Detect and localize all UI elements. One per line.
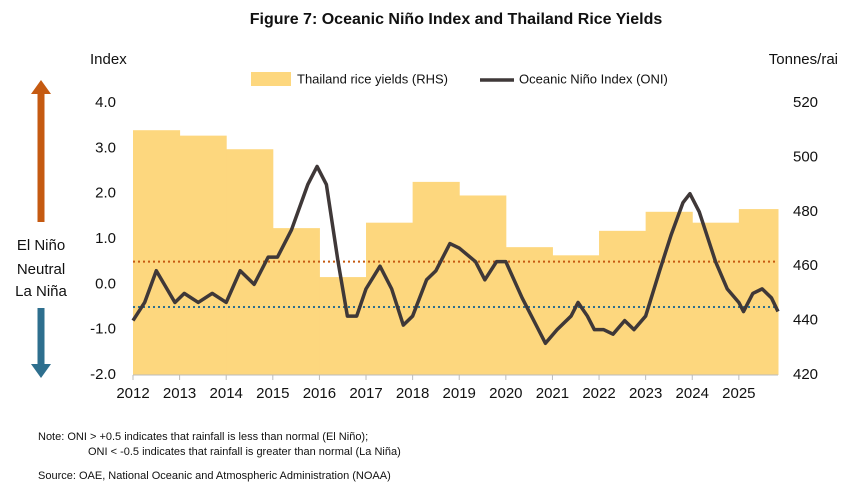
y-tick-label: 1.0 <box>95 230 116 247</box>
x-tick-label: 2020 <box>489 385 522 402</box>
x-tick-label: 2012 <box>116 385 149 402</box>
phase-label: La Niña <box>15 283 67 300</box>
x-tick-label: 2024 <box>676 385 709 402</box>
y2-tick-label: 440 <box>793 312 818 329</box>
y-tick-label: 0.0 <box>95 275 116 292</box>
x-tick-label: 2014 <box>210 385 243 402</box>
note: ONI < -0.5 indicates that rainfall is gr… <box>88 446 401 458</box>
x-tick-label: 2016 <box>303 385 336 402</box>
note: Note: ONI > +0.5 indicates that rainfall… <box>38 431 368 443</box>
y-tick-label: 4.0 <box>95 94 116 111</box>
x-tick-label: 2013 <box>163 385 196 402</box>
y-tick-label: -2.0 <box>90 366 116 383</box>
y2-axis-title: Tonnes/rai <box>769 51 838 68</box>
yield-step <box>552 255 600 375</box>
legend-swatch <box>251 72 291 86</box>
y-tick-label: -1.0 <box>90 321 116 338</box>
y2-tick-label: 500 <box>793 148 818 165</box>
legend-label: Oceanic Niño Index (ONI) <box>519 71 668 86</box>
source: Source: OAE, National Oceanic and Atmosp… <box>38 470 391 482</box>
y2-tick-label: 460 <box>793 257 818 274</box>
y2-tick-label: 420 <box>793 366 818 383</box>
yield-step <box>366 222 414 375</box>
y-tick-label: 2.0 <box>95 185 116 202</box>
y-tick-label: 3.0 <box>95 139 116 156</box>
yield-step <box>459 195 507 375</box>
yield-step <box>133 130 181 375</box>
x-tick-label: 2015 <box>256 385 289 402</box>
y2-tick-label: 520 <box>793 94 818 111</box>
chart-title: Figure 7: Oceanic Niño Index and Thailan… <box>250 11 663 28</box>
y2-tick-label: 480 <box>793 203 818 220</box>
phase-label: Neutral <box>17 261 65 278</box>
x-tick-label: 2021 <box>536 385 569 402</box>
yield-step <box>599 230 647 375</box>
la-nina-arrow <box>31 308 51 378</box>
yield-step <box>412 181 460 375</box>
yield-step <box>692 222 740 375</box>
phase-label: El Niño <box>17 237 65 254</box>
yield-step <box>179 135 227 375</box>
legend-label: Thailand rice yields (RHS) <box>297 71 448 86</box>
x-tick-label: 2019 <box>443 385 476 402</box>
y-axis-title: Index <box>90 51 127 68</box>
x-tick-label: 2018 <box>396 385 429 402</box>
x-tick-label: 2017 <box>349 385 382 402</box>
x-tick-label: 2023 <box>629 385 662 402</box>
x-tick-label: 2025 <box>722 385 755 402</box>
x-tick-label: 2022 <box>582 385 615 402</box>
el-nino-arrow <box>31 80 51 222</box>
oni-line <box>131 164 780 346</box>
